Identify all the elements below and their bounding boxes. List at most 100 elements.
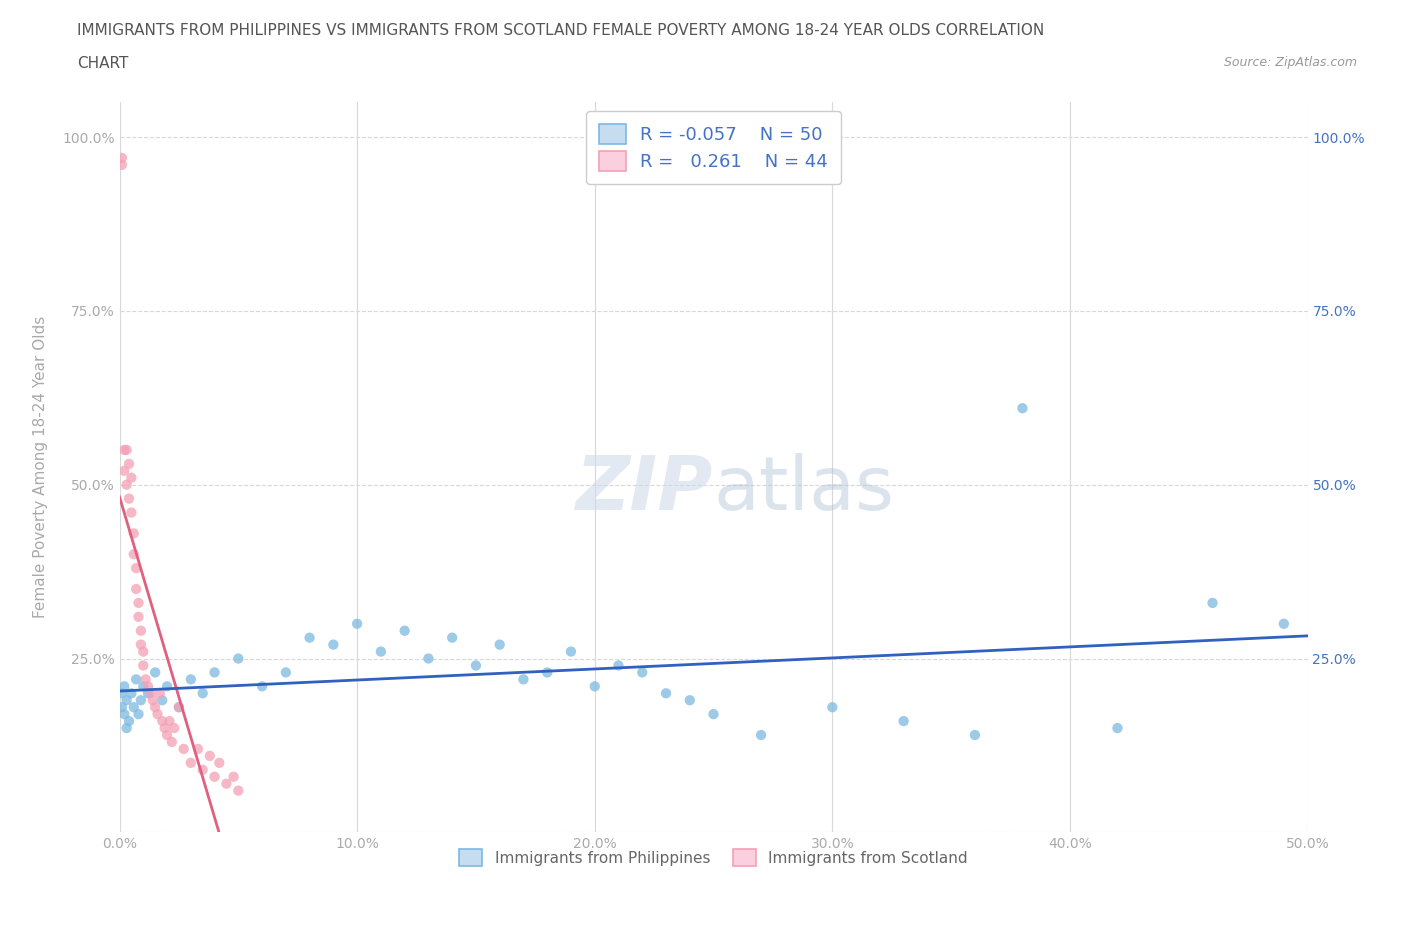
Point [703, 707, 725, 722]
Point [274, 665, 297, 680]
Text: ZIP: ZIP [576, 453, 714, 525]
Point [142, 693, 165, 708]
Point [1272, 617, 1295, 631]
Point [208, 755, 231, 770]
Point [156, 727, 179, 742]
Point [418, 651, 440, 666]
Point [112, 443, 135, 458]
Point [136, 679, 159, 694]
Point [180, 672, 202, 687]
Point [112, 679, 135, 694]
Point [963, 727, 986, 742]
Point [128, 609, 150, 624]
Point [118, 713, 141, 728]
Point [607, 658, 630, 673]
Point [125, 581, 148, 596]
Point [167, 699, 190, 714]
Point [150, 713, 173, 728]
Point [156, 679, 179, 694]
Point [111, 685, 134, 700]
Point [215, 777, 238, 791]
Point [132, 658, 155, 673]
Point [1107, 721, 1129, 736]
Point [143, 699, 166, 714]
Point [115, 477, 138, 492]
Point [250, 679, 273, 694]
Point [893, 713, 915, 728]
Point [191, 763, 214, 777]
Point [655, 685, 678, 700]
Point [120, 505, 142, 520]
Point [322, 637, 344, 652]
Point [536, 665, 558, 680]
Point [394, 623, 416, 638]
Point [464, 658, 488, 673]
Point [187, 741, 209, 756]
Point [150, 693, 173, 708]
Point [139, 685, 162, 700]
Point [115, 443, 138, 458]
Point [143, 665, 166, 680]
Point [120, 685, 142, 700]
Point [112, 707, 135, 722]
Point [120, 471, 142, 485]
Point [129, 693, 152, 708]
Point [132, 644, 155, 659]
Point [122, 547, 145, 562]
Point [153, 721, 176, 736]
Point [128, 595, 150, 610]
Point [204, 665, 226, 680]
Point [173, 741, 195, 756]
Point [1011, 401, 1033, 416]
Point [1201, 595, 1223, 610]
Point [135, 672, 157, 687]
Point [122, 699, 145, 714]
Point [115, 693, 138, 708]
Point [488, 637, 510, 652]
Point [749, 727, 772, 742]
Point [160, 735, 183, 750]
Point [198, 749, 221, 764]
Point [111, 151, 134, 166]
Point [118, 457, 141, 472]
Legend: Immigrants from Philippines, Immigrants from Scotland: Immigrants from Philippines, Immigrants … [453, 844, 974, 872]
Point [129, 623, 152, 638]
Y-axis label: Female Poverty Among 18-24 Year Olds: Female Poverty Among 18-24 Year Olds [34, 316, 48, 618]
Point [821, 699, 844, 714]
Point [125, 672, 148, 687]
Point [146, 707, 169, 722]
Point [370, 644, 392, 659]
Point [118, 491, 141, 506]
Point [163, 721, 186, 736]
Point [111, 699, 134, 714]
Point [129, 637, 152, 652]
Point [157, 713, 180, 728]
Point [167, 699, 190, 714]
Point [222, 769, 245, 784]
Text: Source: ZipAtlas.com: Source: ZipAtlas.com [1223, 56, 1357, 69]
Point [111, 157, 134, 172]
Point [112, 463, 135, 478]
Text: CHART: CHART [77, 56, 129, 71]
Point [149, 685, 172, 700]
Point [180, 755, 202, 770]
Point [128, 707, 150, 722]
Point [679, 693, 702, 708]
Point [560, 644, 582, 659]
Text: IMMIGRANTS FROM PHILIPPINES VS IMMIGRANTS FROM SCOTLAND FEMALE POVERTY AMONG 18-: IMMIGRANTS FROM PHILIPPINES VS IMMIGRANT… [77, 23, 1045, 38]
Point [132, 679, 155, 694]
Point [228, 651, 250, 666]
Point [228, 783, 250, 798]
Point [136, 685, 159, 700]
Point [204, 769, 226, 784]
Point [583, 679, 606, 694]
Point [441, 631, 464, 645]
Point [631, 665, 654, 680]
Point [298, 631, 321, 645]
Point [122, 526, 145, 541]
Point [346, 617, 368, 631]
Text: atlas: atlas [714, 453, 894, 525]
Point [125, 561, 148, 576]
Point [191, 685, 214, 700]
Point [115, 721, 138, 736]
